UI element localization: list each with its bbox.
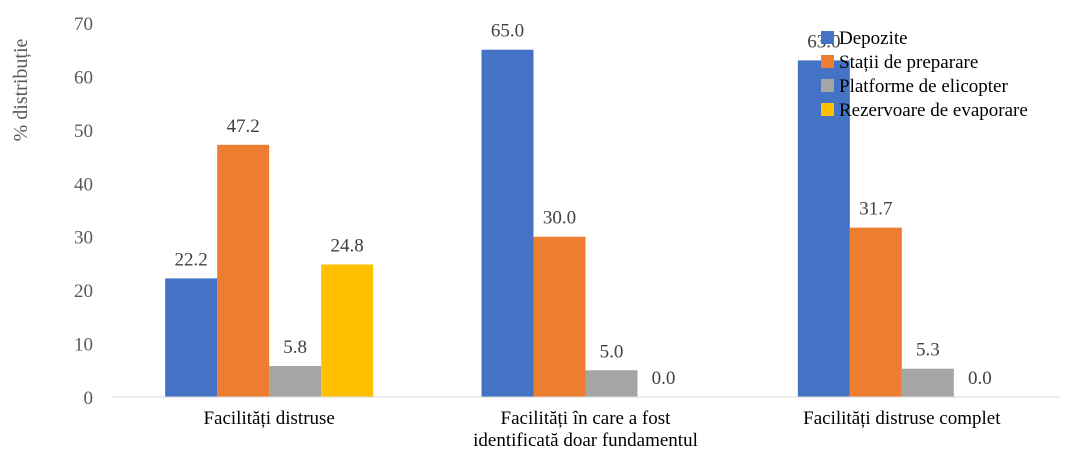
data-label: 0.0 (652, 368, 676, 389)
x-category-label: Facilități distruse complet (803, 408, 1001, 429)
legend-swatch (821, 55, 834, 68)
x-axis-categories: Facilități distruse Facilități în care a … (203, 408, 1001, 451)
legend: Depozite Stații de preparare Platforme de … (821, 28, 1028, 121)
y-tick-label: 30 (74, 228, 93, 249)
bar (901, 368, 954, 397)
y-tick-label: 40 (74, 174, 93, 195)
y-tick-label: 60 (74, 67, 93, 88)
legend-swatch (821, 31, 834, 44)
y-tick-label: 50 (74, 121, 93, 142)
data-label: 24.8 (331, 235, 364, 256)
bar (481, 49, 534, 397)
data-label: 5.8 (283, 337, 307, 358)
y-tick-label: 10 (74, 335, 93, 356)
bar (849, 227, 902, 397)
x-category-label: Facilități în care a fost (501, 408, 672, 429)
bar (585, 370, 638, 397)
x-category-label: identificată doar fundamentul (473, 430, 698, 451)
data-label: 30.0 (543, 208, 576, 229)
data-labels: 22.247.25.824.865.030.05.00.063.031.75.3… (175, 21, 992, 389)
data-label: 31.7 (859, 199, 892, 220)
data-label: 22.2 (175, 249, 208, 270)
y-tick-label: 20 (74, 281, 93, 302)
legend-swatch (821, 103, 834, 116)
data-label: 5.3 (916, 340, 940, 361)
x-category-label: Facilități distruse (203, 408, 334, 429)
y-tick-label: 0 (84, 388, 94, 409)
bar (321, 264, 374, 397)
bars (165, 49, 954, 398)
y-axis-ticks: 0 10 20 30 40 50 60 70 (74, 14, 93, 409)
bar (217, 144, 270, 397)
bar (165, 278, 218, 397)
legend-label: Platforme de elicopter (839, 76, 1008, 97)
data-label: 0.0 (968, 368, 992, 389)
y-axis-label: % distribuție (10, 38, 32, 141)
legend-label: Rezervoare de evaporare (839, 100, 1028, 121)
legend-label: Stații de preparare (839, 52, 978, 73)
legend-swatch (821, 79, 834, 92)
data-label: 5.0 (600, 341, 624, 362)
bar (533, 236, 586, 397)
legend-label: Depozite (839, 28, 908, 49)
bar (269, 366, 322, 397)
data-label: 65.0 (491, 21, 524, 42)
y-tick-label: 70 (74, 14, 93, 35)
data-label: 47.2 (227, 116, 260, 137)
bar (797, 60, 850, 398)
